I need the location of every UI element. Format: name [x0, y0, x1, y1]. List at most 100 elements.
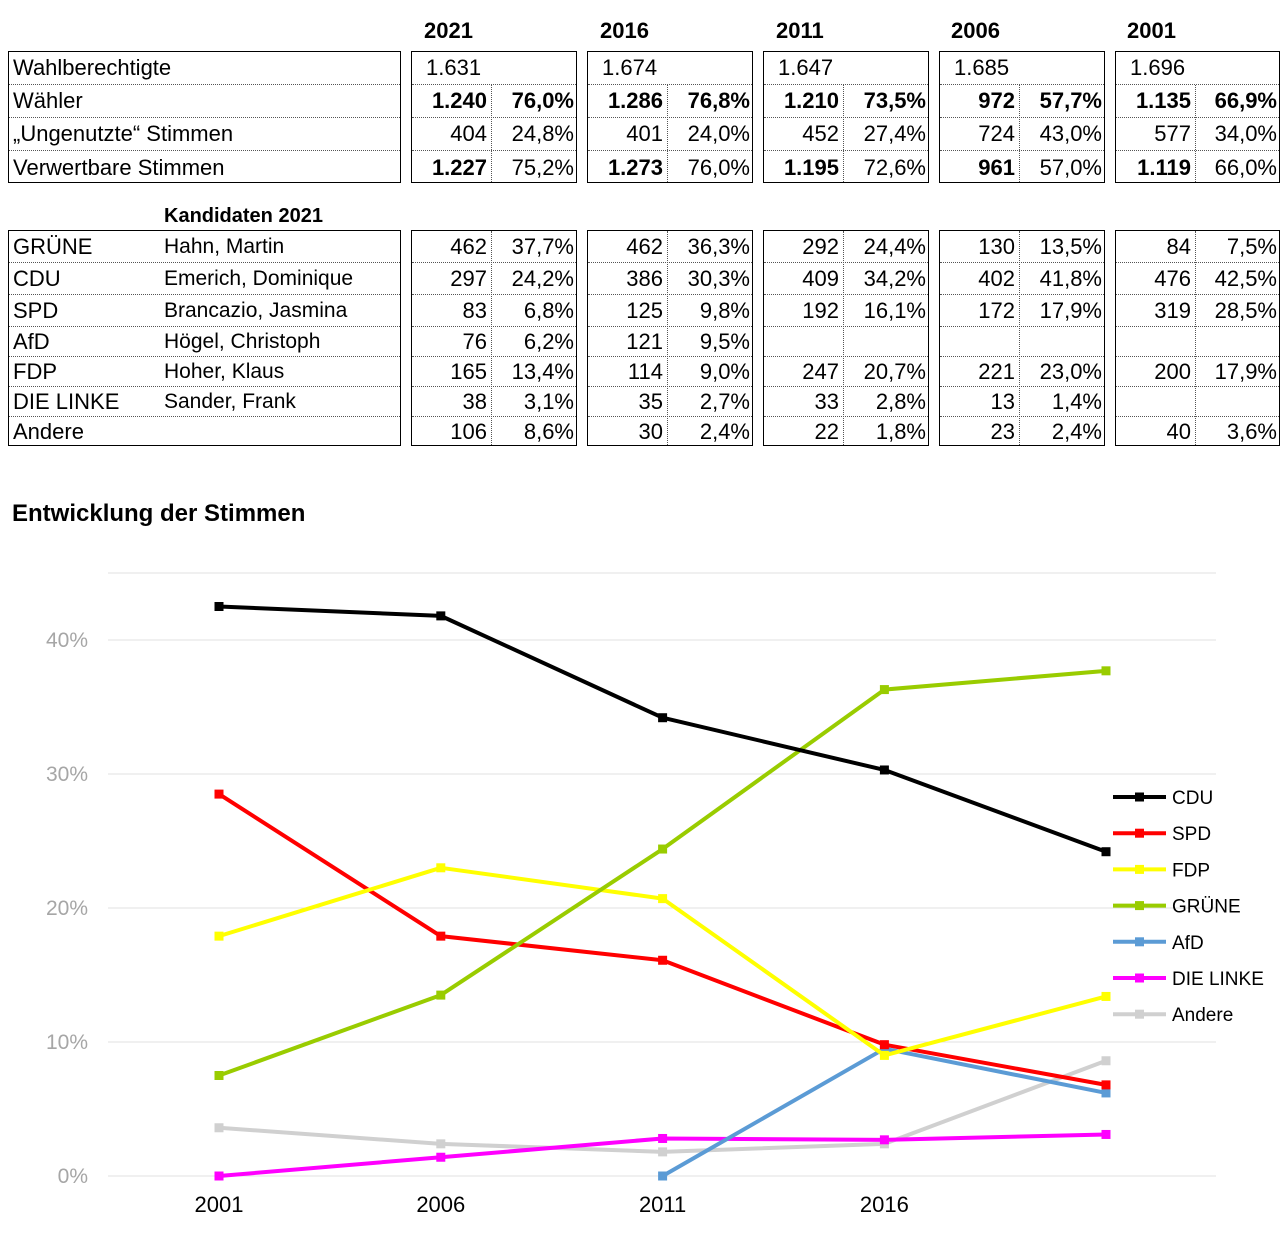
table-row: 247 20,7% [764, 357, 928, 387]
data-point [658, 713, 668, 723]
row-label: „Ungenutzte“ Stimmen [13, 121, 234, 146]
count-value: 83 [462, 297, 487, 323]
percent-value: 3,6% [1226, 419, 1277, 444]
table-row: AfD Högel, Christoph [9, 327, 400, 357]
table-row: 476 42,5% [1116, 263, 1279, 295]
values-box-2021: 462 37,7% 297 24,2% 83 6,8% 76 6,2% 165 13,4% 38 3,… [411, 230, 577, 446]
table-row: 452 27,4% [764, 118, 928, 151]
row-label: Wähler [13, 88, 83, 113]
data-point [658, 1147, 668, 1157]
data-point [879, 1040, 889, 1050]
table-row: 386 30,3% [588, 263, 752, 295]
table-row: SPD Brancazio, Jasmina [9, 295, 400, 327]
table-row: „Ungenutzte“ Stimmen [9, 118, 400, 151]
table-row: 1.286 76,8% [588, 85, 752, 118]
percent-value: 8,6% [523, 419, 574, 444]
data-point [1101, 1129, 1111, 1139]
series-line-grüne [218, 668, 1107, 1078]
count-value: 462 [626, 233, 663, 259]
table-row: 30 2,4% [588, 417, 752, 447]
data-point [658, 894, 668, 904]
values-box-2021: 1.631 1.240 76,0% 404 24,8% 1.227 75,2% [411, 51, 577, 183]
count-value: 292 [802, 233, 839, 259]
table-row: 165 13,4% [412, 357, 576, 387]
data-point [436, 931, 446, 941]
series-line-cdu [218, 604, 1107, 854]
percent-value: 9,8% [699, 297, 750, 323]
y-tick-label: 40% [46, 629, 88, 652]
column-separator [1195, 85, 1196, 182]
data-point [1101, 991, 1111, 1001]
values-box-2006: 1.685 972 57,7% 724 43,0% 961 57,0% [939, 51, 1105, 183]
votes-line-chart: 0% 10% 20% 30% 40% 2001 2006 2011 2016 CDU SPD FDP G… [46, 572, 1264, 1217]
percent-value: 23,0% [1039, 358, 1102, 384]
table-row: 1.696 [1116, 52, 1279, 85]
percent-value: 1,4% [1051, 388, 1102, 414]
count-value [764, 327, 839, 356]
data-point [214, 931, 224, 941]
count-value: 35 [638, 388, 663, 414]
count-value: 402 [978, 265, 1015, 291]
data-point [214, 1071, 224, 1080]
table-row: Wahlberechtigte [9, 52, 400, 85]
table-row: 40 3,6% [1116, 417, 1279, 447]
table-row: 1.135 66,9% [1116, 85, 1279, 118]
count-value: 386 [626, 265, 663, 291]
table-row: 1.685 [940, 52, 1104, 85]
percent-value: 9,0% [699, 358, 750, 384]
legend-marker [1135, 1009, 1144, 1019]
party-name: CDU [13, 265, 61, 291]
table-row: 1.631 [412, 52, 576, 85]
legend-marker [1135, 973, 1144, 983]
table-row: 125 9,8% [588, 295, 752, 327]
data-point [879, 685, 889, 695]
legend-label: GRÜNE [1172, 897, 1241, 918]
data-point [658, 1171, 668, 1181]
table-row [764, 327, 928, 357]
candidates-title: Kandidaten 2021 [164, 205, 323, 227]
values-box-2016: 462 36,3% 386 30,3% 125 9,8% 121 9,5% 114 9,0% 35 2… [587, 230, 753, 446]
count-value: 106 [450, 419, 487, 444]
percent-value: 36,3% [687, 233, 750, 259]
values-box-2006: 130 13,5% 402 41,8% 172 17,9% 221 23,0% 13 1,4% 23… [939, 230, 1105, 446]
table-row [1116, 327, 1279, 357]
data-point [879, 1135, 889, 1145]
row-label: Verwertbare Stimmen [13, 154, 225, 180]
percent-value [1019, 327, 1102, 356]
values-box-2001: 1.696 1.135 66,9% 577 34,0% 1.119 66,0% [1115, 51, 1280, 183]
table-row: 297 24,2% [412, 263, 576, 295]
party-name: FDP [13, 358, 57, 384]
percent-value: 2,8% [875, 388, 926, 414]
count-value: 297 [450, 265, 487, 291]
percent-value: 43,0% [1039, 121, 1102, 146]
candidate-name: Sander, Frank [164, 389, 296, 413]
percent-value: 20,7% [863, 358, 926, 384]
table-row: 292 24,4% [764, 231, 928, 263]
data-point [1101, 666, 1111, 676]
percent-value: 76,8% [687, 88, 750, 113]
table-row: 409 34,2% [764, 263, 928, 295]
table-row: 577 34,0% [1116, 118, 1279, 151]
count-value: 130 [978, 233, 1015, 259]
count-value: 200 [1154, 358, 1191, 384]
label-column: GRÜNE Hahn, Martin CDU Emerich, Dominique SP… [8, 230, 401, 446]
table-row: 35 2,7% [588, 387, 752, 417]
data-point [436, 1152, 446, 1162]
count-value: 1.240 [431, 88, 487, 113]
percent-value: 73,5% [863, 88, 926, 113]
y-tick-label: 30% [46, 763, 88, 786]
table-row: 724 43,0% [940, 118, 1104, 151]
percent-value: 13,5% [1039, 233, 1102, 259]
data-point [879, 765, 889, 775]
table-row: 121 9,5% [588, 327, 752, 357]
percent-value: 24,2% [511, 265, 574, 291]
table-row: Andere [9, 417, 400, 447]
count-value: 121 [626, 328, 663, 354]
percent-value: 24,0% [687, 121, 750, 146]
candidate-name: Hahn, Martin [164, 234, 285, 258]
percent-value: 24,4% [863, 233, 926, 259]
table-row: 319 28,5% [1116, 295, 1279, 327]
chart-title: Entwicklung der Stimmen [12, 500, 306, 527]
count-value: 1.674 [602, 55, 658, 80]
percent-value: 24,8% [511, 121, 574, 146]
